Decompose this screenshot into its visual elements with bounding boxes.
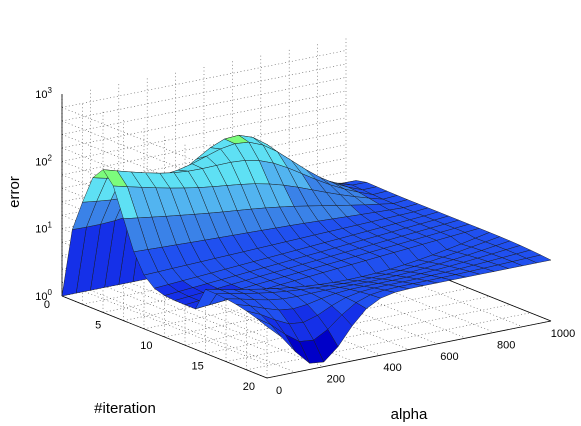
y-tick-label: 5: [95, 320, 101, 332]
y-tick-label: 0: [44, 299, 50, 311]
x-tick-label: 600: [440, 351, 458, 363]
z-tick-label: 101: [35, 221, 52, 236]
axis-line-alpha: [266, 320, 552, 379]
x-tick-label: 1000: [551, 328, 575, 340]
surface-patch: [256, 318, 282, 338]
y-axis-label: #iteration: [94, 400, 156, 417]
y-tick-label: 10: [140, 340, 152, 352]
x-tick-label: 800: [497, 339, 515, 351]
y-tick-label: 15: [192, 361, 204, 373]
x-axis-label: alpha: [391, 406, 428, 423]
z-tick-label: 102: [35, 153, 52, 168]
surface-layer: [61, 134, 552, 364]
z-axis-label: error: [6, 176, 23, 208]
y-tick-label: 20: [243, 381, 255, 393]
x-tick-label: 200: [327, 374, 345, 386]
x-tick-label: 0: [276, 385, 282, 397]
axis-line-iteration: [61, 295, 268, 379]
z-tick-label: 103: [35, 86, 52, 101]
x-tick-label: 400: [383, 362, 401, 374]
